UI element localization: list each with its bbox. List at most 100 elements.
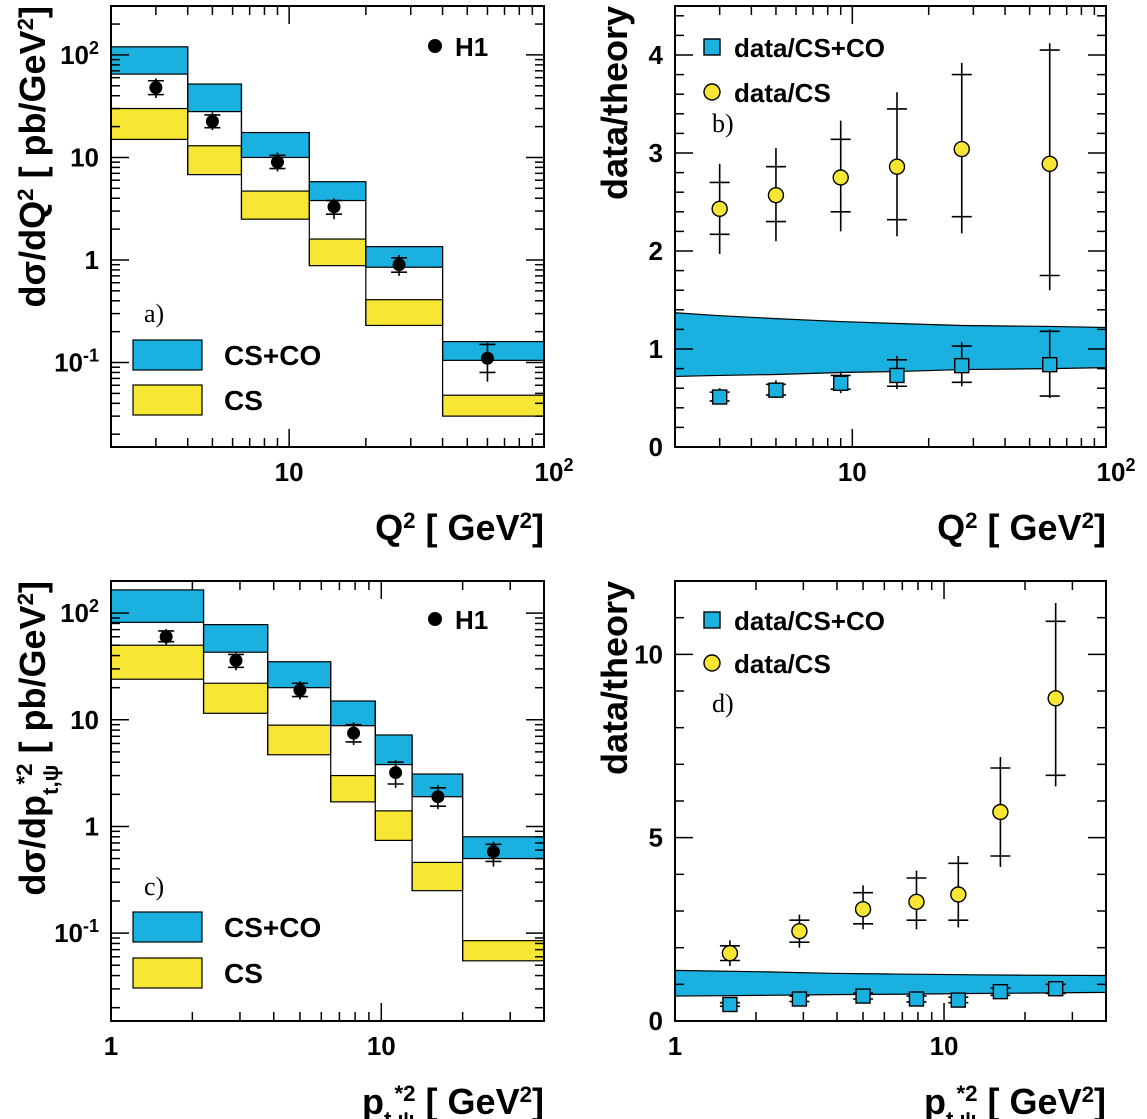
y-axis-title: data/theory	[594, 6, 635, 200]
cs-band	[240, 190, 310, 220]
y-tick-label-base: 10	[60, 40, 89, 70]
cs-co-band	[111, 589, 205, 623]
panel-label: d)	[712, 689, 734, 718]
legend-csco-swatch	[132, 339, 203, 371]
legend-h1-marker	[428, 39, 442, 53]
data-cs-ratio-point	[791, 922, 808, 940]
y-tick-label-exp: -1	[83, 346, 99, 366]
legend-h1-label: H1	[455, 605, 488, 635]
x-tick-label: 1	[104, 1031, 118, 1061]
x-axis-title-part: 2	[403, 508, 415, 533]
plot-frame	[110, 5, 545, 448]
y-axis-title-part: 2	[13, 18, 38, 30]
data-csco-ratio-point	[833, 375, 849, 391]
x-tick-label-exp: 2	[1125, 455, 1135, 475]
x-tick-label: 102	[1097, 455, 1136, 487]
x-axis-title-part: *2	[956, 1081, 977, 1106]
y-tick-label-base: 1	[85, 245, 99, 275]
x-axis-title-part: 2	[1082, 508, 1094, 533]
y-tick-label: 1	[85, 811, 99, 841]
y-tick-label-base: 3	[649, 138, 663, 168]
x-axis-title-part: p	[362, 1081, 384, 1119]
cs-co-band	[330, 700, 376, 727]
x-axis-title-part: 2	[1082, 1082, 1094, 1107]
y-tick-label-base: 10	[54, 348, 83, 378]
data-point	[159, 630, 173, 644]
data-point	[205, 114, 219, 128]
x-axis-title-part: 2	[520, 508, 532, 533]
x-axis-title: Q2 [ GeV2]	[375, 507, 544, 548]
theory-uncertainty-band	[675, 312, 1106, 378]
x-tick-label: 10	[930, 1031, 959, 1061]
panel-label: b)	[712, 109, 734, 138]
cs-band	[308, 238, 367, 267]
legend-csco-swatch	[132, 911, 203, 943]
plot-frame	[110, 580, 545, 1022]
data-point	[270, 155, 284, 169]
y-tick-label-base: 5	[649, 823, 663, 853]
y-axis-title-part: data/theory	[594, 581, 635, 775]
x-axis-title-part: ]	[1094, 1081, 1106, 1119]
plot-area	[675, 43, 1106, 405]
x-tick-label-exp: 2	[563, 455, 573, 475]
y-tick-label: 2	[649, 236, 663, 266]
data-cs-ratio-point	[711, 200, 728, 218]
data-csco-ratio-point	[954, 357, 970, 374]
cs-co-band	[308, 181, 367, 202]
x-axis-title-part: 2	[965, 508, 977, 533]
y-axis-title-part: t,ψ	[38, 765, 63, 795]
y-tick-label-base: 10	[634, 639, 663, 669]
cs-co-band	[187, 83, 243, 113]
data-csco-ratio-point	[768, 382, 784, 398]
cs-band	[374, 810, 413, 841]
legend-cs-swatch	[132, 384, 203, 416]
data-point	[327, 200, 341, 214]
data-csco-ratio-point	[711, 389, 728, 405]
x-tick-label: 10	[275, 457, 304, 487]
data-csco-ratio-point	[855, 988, 871, 1004]
data-cs-ratio-point	[950, 886, 967, 903]
y-tick-label-base: 0	[649, 432, 663, 462]
legend-cs-label: data/CS	[734, 78, 831, 108]
y-tick-label: 10-1	[54, 916, 99, 948]
x-tick-label-base: 10	[535, 457, 564, 487]
y-tick-label: 0	[649, 1006, 663, 1036]
x-tick-label: 10	[367, 1031, 396, 1061]
data-cs-ratio-point	[1047, 690, 1064, 707]
y-tick-label-exp: 2	[89, 38, 99, 58]
x-axis-title-part: ]	[532, 507, 544, 548]
cs-co-band	[374, 734, 413, 766]
data-csco-ratio-point	[722, 996, 738, 1013]
x-tick-label-base: 10	[930, 1031, 959, 1061]
legend-h1-marker	[428, 612, 442, 626]
legend-csco-marker	[703, 38, 721, 56]
plot-area	[675, 603, 1106, 1013]
data-csco-ratio-point	[908, 991, 925, 1007]
y-tick-label: 102	[60, 38, 99, 70]
y-axis-title-part: 2	[13, 188, 38, 200]
x-axis-title-part: *2	[394, 1081, 415, 1106]
y-tick-label-base: 0	[649, 1006, 663, 1036]
data-cs-ratio-point	[832, 169, 849, 186]
cs-band	[462, 940, 544, 962]
plot-frame	[674, 5, 1107, 448]
data-csco-ratio-point	[992, 983, 1009, 1000]
legend-cs-swatch	[132, 957, 203, 989]
panel-label: c)	[144, 872, 164, 901]
data-cs-ratio-point	[721, 944, 739, 962]
data-cs-ratio-point	[992, 803, 1009, 821]
x-axis-title-part: t,ψ	[384, 1107, 414, 1119]
data-cs-ratio-point	[767, 186, 785, 204]
cs-band	[111, 644, 205, 680]
x-axis-title-part: [ GeV	[978, 507, 1082, 548]
data-point	[486, 845, 500, 859]
y-tick-label: 1	[649, 334, 663, 364]
y-tick-label-base: 2	[649, 236, 663, 266]
x-tick-label: 10	[838, 457, 867, 487]
data-csco-ratio-point	[1047, 981, 1064, 997]
x-axis-title-part: 2	[520, 1082, 532, 1107]
y-tick-label: 102	[60, 596, 99, 628]
legend-cs-label: CS	[224, 385, 263, 416]
